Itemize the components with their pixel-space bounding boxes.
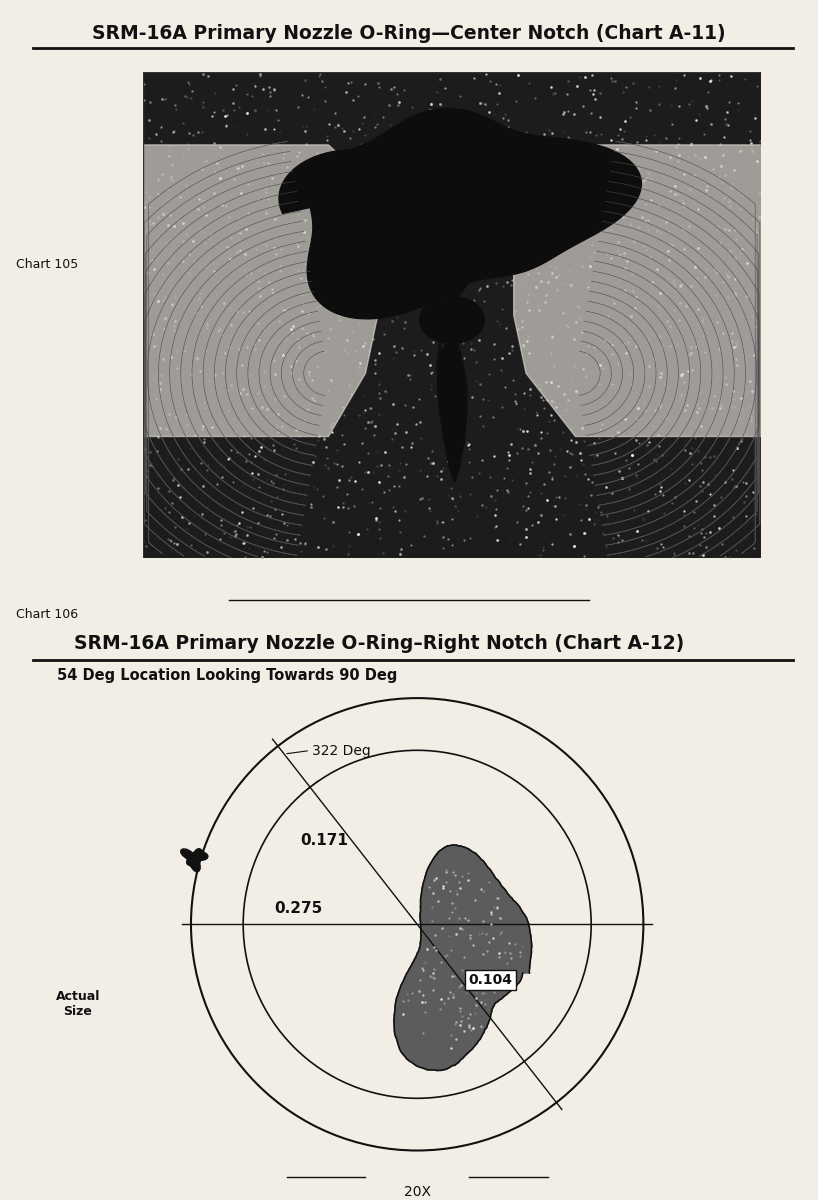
Text: 0.275: 0.275 [275,901,323,916]
Text: SRM-16A Primary Nozzle O-Ring–Right Notch (Chart A-12): SRM-16A Primary Nozzle O-Ring–Right Notc… [74,634,684,653]
Text: 0.171: 0.171 [300,833,348,847]
Text: SRM-16A Primary Nozzle O-Ring—Center Notch (Chart A-11): SRM-16A Primary Nozzle O-Ring—Center Not… [92,24,726,43]
Text: 54 Deg Location Looking Towards 90 Deg: 54 Deg Location Looking Towards 90 Deg [57,668,398,683]
Polygon shape [394,845,532,1070]
Polygon shape [427,257,474,300]
Polygon shape [308,108,641,319]
Polygon shape [437,337,467,482]
Polygon shape [181,848,208,871]
Polygon shape [279,150,397,214]
Text: Chart 105: Chart 105 [16,258,79,270]
Text: Actual
Size: Actual Size [56,990,100,1018]
Text: 20X: 20X [403,1186,431,1199]
Text: 0.104: 0.104 [468,973,512,986]
Polygon shape [514,145,761,437]
Polygon shape [420,296,484,343]
Text: Chart 106: Chart 106 [16,608,79,620]
Text: 322 Deg: 322 Deg [312,744,371,757]
Polygon shape [143,145,378,437]
